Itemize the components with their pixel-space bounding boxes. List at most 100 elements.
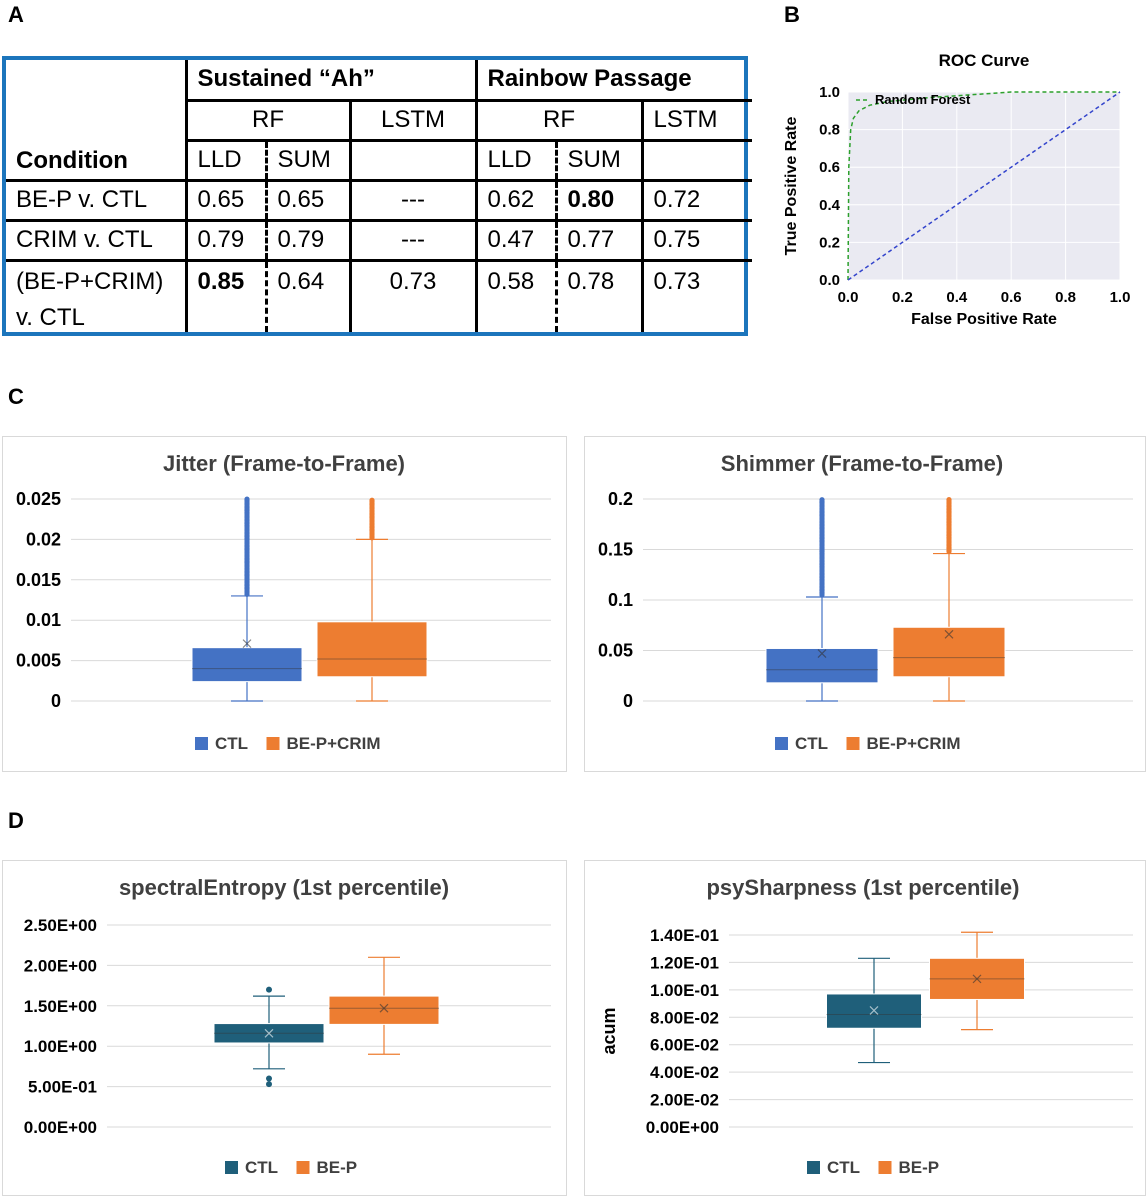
box-iqr (316, 621, 428, 678)
x-tick-label: 0.6 (1001, 289, 1022, 306)
table-cell: 0.73 (350, 260, 478, 332)
y-axis-label: True Positive Rate (783, 117, 800, 256)
y-tick-label: 0.8 (819, 122, 840, 139)
outlier-point (819, 497, 825, 503)
y-tick-label: 0.2 (608, 489, 633, 509)
y-tick-label: 0.01 (26, 610, 61, 630)
y-tick-label: 0.005 (16, 651, 61, 671)
outlier-point (266, 1075, 272, 1082)
box-iqr (191, 647, 303, 683)
mean-marker (944, 629, 954, 639)
row-condition: CRIM v. CTL (6, 220, 188, 262)
panel-label-a: A (8, 2, 24, 27)
box-iqr (328, 995, 440, 1025)
header-empty-sustained (350, 140, 478, 182)
jitter-chart: Jitter (Frame-to-Frame) 0 0.005 0.01 0.015 0.… (16, 451, 551, 753)
legend-swatch (775, 737, 788, 750)
table-corner (6, 60, 188, 100)
table-cell: 0.47 (476, 220, 558, 262)
mean-marker (264, 1028, 274, 1038)
row-condition: BE-P v. CTL (6, 180, 188, 222)
x-axis-label: False Positive Rate (911, 311, 1057, 328)
results-table-frame: Sustained “Ah” Rainbow Passage RF LSTM R… (2, 56, 752, 336)
chance-diagonal-line (847, 91, 1121, 281)
table-cell: 0.78 (556, 260, 644, 332)
y-tick-label: 5.00E-01 (28, 1078, 97, 1097)
y-tick-label: 0 (51, 691, 61, 711)
x-tick-label: 0.0 (838, 289, 859, 306)
header-empty-rainbow (642, 140, 752, 182)
outlier-point (244, 496, 250, 502)
legend-swatch (878, 1161, 892, 1174)
header-sum-rainbow: SUM (556, 140, 644, 182)
table-cell-bold: 0.85 (186, 260, 268, 332)
box-iqr (892, 626, 1006, 678)
y-tick-label: 0.015 (16, 570, 61, 590)
table-cell: 0.72 (642, 180, 752, 222)
table-cell: 0.79 (266, 220, 352, 262)
y-tick-label: 0.4 (819, 197, 841, 214)
box-series-ctl (826, 957, 922, 1064)
y-tick-label: 8.00E-02 (650, 1008, 719, 1027)
table-cell: 0.58 (476, 260, 558, 332)
box-series-ctl (213, 986, 325, 1088)
header-lstm-rainbow: LSTM (642, 100, 752, 142)
table-cell: 0.64 (266, 260, 352, 332)
table-cell: --- (350, 220, 478, 262)
panel-label-b: B (784, 2, 800, 27)
table-cell: 0.62 (476, 180, 558, 222)
box-series-ctl (765, 497, 879, 702)
table-cell: 0.79 (186, 220, 268, 262)
panel-label-c: C (8, 384, 24, 409)
row-condition-line1: (BE-P+CRIM) (16, 267, 164, 295)
x-tick-label: 1.0 (1110, 289, 1131, 306)
table-cell: 0.65 (186, 180, 268, 222)
box-series-be-p (929, 931, 1025, 1031)
mean-marker (869, 1006, 879, 1015)
legend-swatch (846, 737, 860, 750)
shimmer-chart-frame: Shimmer (Frame-to-Frame) 0 0.05 0.1 0.15 0.2 C… (584, 436, 1146, 772)
header-condition: Condition (6, 140, 188, 182)
chart-title: Shimmer (Frame-to-Frame) (721, 451, 1003, 476)
entropy-chart-frame: spectralEntropy (1st percentile) 0.00E+00… (2, 860, 567, 1196)
legend-swatch (807, 1161, 820, 1174)
y-tick-label: 4.00E-02 (650, 1063, 719, 1082)
y-tick-label: 0.6 (819, 159, 840, 176)
y-tick-label: 0.025 (16, 489, 61, 509)
y-tick-label: 1.00E-01 (650, 981, 719, 1000)
table-cell: 0.75 (642, 220, 752, 262)
header-rf-sustained: RF (186, 100, 352, 142)
y-tick-label: 1.50E+00 (24, 997, 97, 1016)
legend-swatch (296, 1161, 310, 1174)
legend-label: CTL (827, 1158, 860, 1177)
legend-label: BE-P+CRIM (867, 734, 961, 753)
outlier-point (946, 496, 952, 503)
table-cell: 0.73 (653, 267, 701, 295)
y-tick-label: 1.00E+00 (24, 1037, 97, 1056)
y-tick-label: 0.1 (608, 590, 633, 610)
chart-title: spectralEntropy (1st percentile) (119, 875, 449, 900)
header-sustained-ah: Sustained “Ah” (186, 60, 478, 102)
table-cell: --- (350, 180, 478, 222)
results-table: Sustained “Ah” Rainbow Passage RF LSTM R… (6, 60, 752, 332)
y-tick-label: 1.40E-01 (650, 926, 719, 945)
panel-label-d: D (8, 808, 24, 833)
outlier-point (369, 497, 375, 503)
header-lld-sustained: LLD (186, 140, 268, 182)
y-tick-label: 2.00E+00 (24, 956, 97, 975)
header-rf-rainbow: RF (476, 100, 644, 142)
y-tick-label: 0.00E+00 (646, 1118, 719, 1137)
y-tick-label: 2.50E+00 (24, 916, 97, 935)
legend-label: BE-P (899, 1158, 940, 1177)
legend-label: Random Forest (875, 92, 971, 107)
table-corner-2 (6, 100, 188, 140)
table-cell: 0.65 (266, 180, 352, 222)
outlier-point (266, 1081, 272, 1088)
y-tick-label: 6.00E-02 (650, 1036, 719, 1055)
y-tick-label: 0.15 (598, 540, 633, 560)
legend-label: BE-P+CRIM (287, 734, 381, 753)
y-tick-label: 2.00E-02 (650, 1091, 719, 1110)
header-lld-rainbow: LLD (476, 140, 558, 182)
table-cell: 0.77 (556, 220, 644, 262)
y-tick-label: 0.2 (819, 234, 840, 251)
